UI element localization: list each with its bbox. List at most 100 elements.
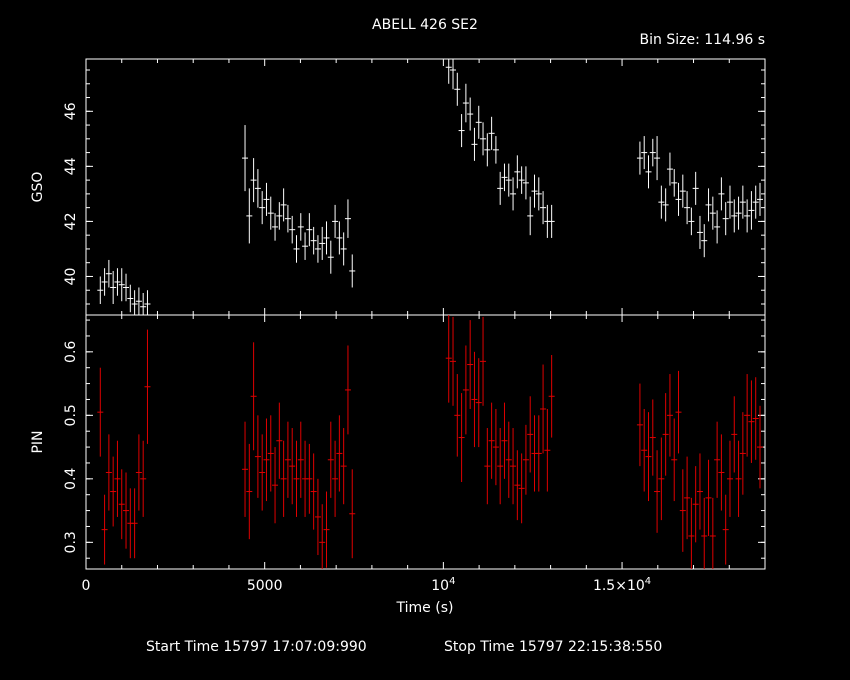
pin-panel: 0.3 0.4 0.5 0.6 PIN [30,314,766,570]
pin-data-point [144,329,151,444]
gso-data-point [671,169,678,197]
pin-data-point [636,383,643,467]
gso-y-tick-label: 42 [63,212,79,230]
pin-data-point [522,424,529,495]
pin-data-point [484,428,491,505]
pin-data-point [505,421,512,498]
pin-data-point [450,316,457,406]
gso-data-point [739,185,746,219]
gso-data-point [97,276,104,304]
gso-data-point [701,224,708,258]
gso-data-point [254,169,261,208]
pin-data-point [471,351,478,448]
gso-data-point [531,174,538,208]
pin-data-point [722,494,729,565]
pin-data-point [714,421,721,498]
pin-data-point [731,396,738,473]
gso-data-point [297,213,304,241]
pin-data-point [649,399,656,476]
pin-data-point [135,434,142,511]
gso-data-point [242,125,249,192]
gso-data-point [480,122,487,156]
x-axis: 0 5000 104 1.5×104 [82,576,652,594]
pin-data-point [641,408,648,492]
pin-data-point [289,428,296,505]
pin-data-point [654,450,661,533]
gso-data-point [688,207,695,236]
pin-data-point [297,421,304,498]
gso-data-point [140,292,147,315]
pin-data-point [110,456,117,527]
gso-data-point [501,163,508,192]
gso-data-point [131,290,138,315]
pin-data-point [259,434,266,511]
pin-data-point [756,405,763,489]
gso-data-point [705,188,712,222]
pin-data-point [501,402,508,479]
gso-data-point [744,199,751,233]
pin-data-point [246,443,253,540]
pin-data-point [332,440,339,517]
x-tick-label: 1.5×104 [593,576,651,594]
gso-data-point [135,287,142,315]
pin-data-point [544,408,551,492]
pin-data-point [726,440,733,517]
pin-data-point [510,428,517,505]
pin-data-point [454,374,461,457]
x-tick-exponent: 4 [449,576,455,587]
pin-data-point [658,437,665,521]
pin-frame [85,314,766,570]
gso-data-point [527,196,534,236]
gso-data-point [319,226,326,260]
gso-panel: 40 42 44 46 GSO [30,58,766,316]
pin-y-tick-label: 0.6 [63,341,79,363]
gso-data-point [332,204,339,238]
gso-data-point [679,174,686,208]
gso-data-point [684,191,691,225]
pin-y-axis-label: PIN [30,430,46,453]
gso-data-point [514,155,521,189]
pin-data-point [548,355,555,438]
gso-y-tick-label: 40 [63,268,79,286]
pin-data-point [701,497,708,569]
gso-data-point [714,210,721,244]
gso-data-point [336,221,343,255]
gso-data-point [535,177,542,211]
gso-data-point [735,196,742,230]
pin-data-point [267,415,274,492]
gso-data-point [450,59,457,90]
pin-data-point [518,453,525,524]
gso-data-point [144,290,151,315]
pin-data-point [327,421,334,498]
gso-data-point [340,232,347,266]
gso-y-tick-label: 46 [63,102,79,120]
gso-data-point [692,171,699,205]
pin-data-point [310,453,317,530]
pin-data-point [696,453,703,530]
pin-data-point [735,440,742,517]
pin-data-point [114,440,121,517]
pin-data-point [344,345,351,435]
pin-data-point [688,497,695,569]
pin-series [97,315,763,569]
pin-data-point [675,370,682,454]
pin-data-point [535,415,542,492]
gso-data-point [101,268,108,296]
gso-data-point [445,59,452,84]
pin-data-point [748,380,755,463]
gso-data-point [497,171,504,205]
gso-data-point [284,204,291,233]
gso-data-point [276,202,283,230]
pin-data-point [480,316,487,406]
stop-time-label: Stop Time 15797 22:15:38:550 [444,639,662,655]
gso-data-point [731,199,738,233]
gso-data-point [462,83,469,123]
gso-data-point [748,191,755,230]
pin-data-point [97,367,104,457]
gso-data-point [654,136,661,181]
pin-data-point [276,402,283,479]
gso-data-point [105,259,112,288]
gso-data-point [548,204,555,238]
